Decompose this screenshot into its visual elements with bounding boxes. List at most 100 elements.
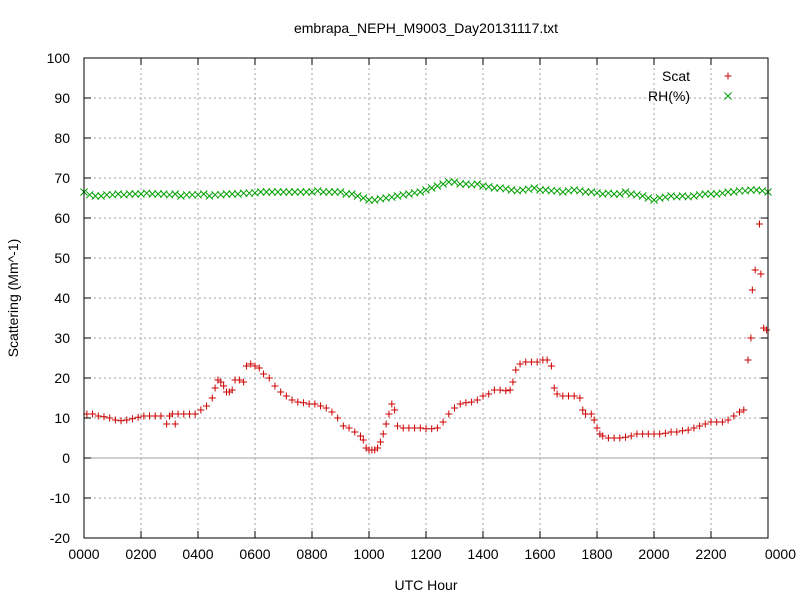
x-tick-label: 2000 bbox=[638, 546, 669, 562]
data-point bbox=[374, 444, 382, 452]
data-point bbox=[650, 196, 658, 204]
data-point bbox=[208, 394, 216, 402]
data-point bbox=[536, 186, 544, 194]
data-point bbox=[456, 180, 465, 188]
legend-label: Scat bbox=[662, 68, 690, 84]
data-point bbox=[502, 387, 510, 395]
data-point bbox=[89, 410, 97, 418]
data-point bbox=[235, 376, 243, 384]
data-point bbox=[271, 382, 279, 390]
data-point bbox=[696, 422, 704, 430]
data-point bbox=[751, 266, 759, 274]
data-point bbox=[444, 178, 453, 186]
data-point bbox=[255, 364, 263, 372]
series-scat bbox=[83, 220, 771, 454]
data-point bbox=[416, 424, 424, 432]
data-point bbox=[379, 430, 387, 438]
data-point bbox=[279, 188, 288, 196]
data-point bbox=[111, 416, 119, 424]
data-point bbox=[385, 410, 393, 418]
x-tick-label: 0000 bbox=[68, 546, 99, 562]
data-point bbox=[128, 415, 136, 423]
data-point bbox=[439, 180, 447, 188]
data-point bbox=[294, 398, 302, 406]
data-point bbox=[547, 186, 556, 195]
data-point bbox=[610, 190, 618, 198]
x-tick-label: 0200 bbox=[125, 546, 156, 562]
data-point bbox=[579, 406, 587, 414]
data-point bbox=[117, 417, 125, 425]
y-tick-label: 30 bbox=[54, 330, 70, 346]
data-point bbox=[576, 394, 584, 402]
data-point bbox=[191, 410, 199, 418]
data-point bbox=[220, 382, 228, 390]
y-tick-label: 10 bbox=[54, 410, 70, 426]
data-point bbox=[656, 430, 664, 438]
data-point bbox=[581, 188, 590, 196]
data-point bbox=[422, 186, 430, 194]
data-point bbox=[228, 190, 237, 198]
data-point bbox=[516, 360, 524, 368]
data-point bbox=[285, 188, 294, 196]
data-point bbox=[188, 190, 197, 199]
data-point bbox=[291, 188, 299, 196]
data-point bbox=[439, 418, 447, 426]
data-point bbox=[590, 416, 598, 424]
data-point bbox=[299, 399, 307, 407]
data-point bbox=[311, 400, 319, 408]
data-point bbox=[433, 424, 441, 432]
data-point bbox=[296, 188, 305, 196]
data-point bbox=[433, 182, 442, 190]
data-point bbox=[428, 425, 436, 433]
data-point bbox=[328, 408, 336, 416]
data-point bbox=[339, 422, 347, 430]
data-point bbox=[336, 188, 345, 196]
data-point bbox=[353, 192, 362, 200]
data-point bbox=[94, 412, 102, 420]
x-tick-label: 1000 bbox=[353, 546, 384, 562]
data-point bbox=[125, 190, 134, 198]
data-point bbox=[163, 420, 171, 428]
data-point bbox=[330, 188, 339, 196]
data-point bbox=[273, 188, 282, 196]
data-point bbox=[570, 392, 578, 400]
y-tick-label: 40 bbox=[54, 290, 70, 306]
data-point bbox=[748, 286, 756, 294]
data-point bbox=[451, 404, 458, 412]
legend: Scat RH(%) bbox=[648, 68, 732, 104]
data-point bbox=[391, 406, 399, 414]
data-point bbox=[445, 410, 453, 418]
x-tick-label: 2200 bbox=[695, 546, 726, 562]
data-point bbox=[288, 396, 296, 404]
data-point bbox=[679, 427, 686, 435]
data-point bbox=[707, 190, 715, 198]
data-point bbox=[319, 188, 328, 196]
data-point bbox=[724, 188, 732, 196]
y-tick-label: 20 bbox=[54, 370, 70, 386]
data-point bbox=[701, 420, 709, 428]
data-point bbox=[376, 438, 384, 446]
data-point bbox=[222, 190, 231, 198]
data-point bbox=[242, 362, 250, 370]
data-point bbox=[496, 386, 504, 394]
data-point bbox=[322, 404, 330, 412]
data-point bbox=[684, 426, 692, 434]
data-point bbox=[239, 189, 248, 198]
data-point bbox=[416, 188, 425, 196]
data-point bbox=[690, 424, 698, 432]
data-point bbox=[388, 400, 396, 408]
data-point bbox=[277, 388, 285, 396]
x-tick-label: 0600 bbox=[239, 546, 270, 562]
data-point bbox=[616, 434, 624, 442]
data-point bbox=[106, 414, 114, 422]
data-point bbox=[199, 190, 208, 198]
data-point bbox=[182, 190, 191, 199]
data-point bbox=[724, 416, 732, 424]
y-tick-label: -10 bbox=[50, 490, 70, 506]
legend-marker bbox=[724, 72, 732, 80]
data-point bbox=[394, 422, 401, 430]
data-point bbox=[148, 190, 157, 198]
x-tick-label: 0000 bbox=[765, 546, 796, 562]
data-point bbox=[740, 406, 748, 414]
data-point bbox=[735, 186, 744, 195]
